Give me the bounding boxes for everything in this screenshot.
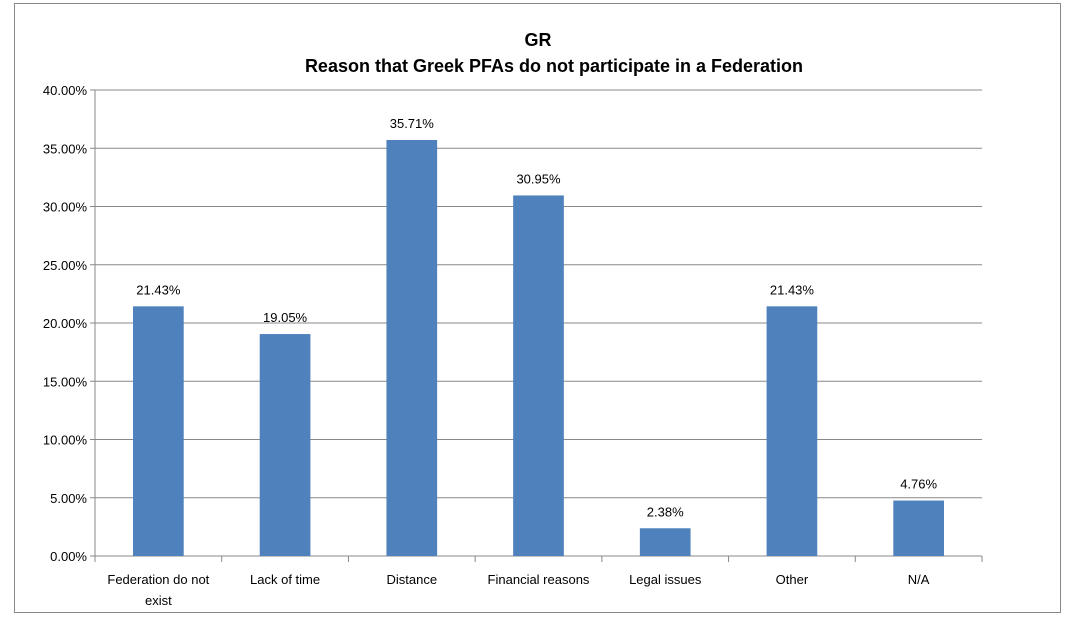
x-tick-label: N/A bbox=[908, 572, 930, 587]
data-label: 21.43% bbox=[770, 282, 815, 297]
x-tick-label: Legal issues bbox=[629, 572, 702, 587]
chart-title: GR bbox=[525, 30, 552, 50]
y-tick-label: 20.00% bbox=[43, 316, 88, 331]
y-tick-label: 15.00% bbox=[43, 374, 88, 389]
data-label: 21.43% bbox=[136, 282, 181, 297]
data-label: 2.38% bbox=[647, 504, 684, 519]
x-tick-label: Distance bbox=[386, 572, 437, 587]
y-tick-label: 25.00% bbox=[43, 258, 88, 273]
data-label: 30.95% bbox=[516, 171, 561, 186]
data-label: 35.71% bbox=[390, 116, 435, 131]
data-label: 19.05% bbox=[263, 310, 308, 325]
y-tick-label: 30.00% bbox=[43, 200, 88, 215]
x-tick-label: Federation do not exist bbox=[107, 572, 209, 608]
bar bbox=[386, 139, 438, 556]
bar bbox=[133, 306, 184, 556]
bar bbox=[513, 195, 564, 556]
chart-title: Reason that Greek PFAs do not participat… bbox=[305, 56, 803, 76]
bar bbox=[893, 500, 944, 556]
bar bbox=[259, 334, 311, 556]
y-tick-label: 40.00% bbox=[43, 83, 88, 98]
bar bbox=[639, 528, 691, 556]
bar bbox=[766, 306, 818, 556]
y-tick-label: 10.00% bbox=[43, 433, 88, 448]
data-label: 4.76% bbox=[900, 477, 937, 492]
y-tick-label: 35.00% bbox=[43, 141, 88, 156]
x-tick-label: Lack of time bbox=[250, 572, 320, 587]
y-tick-label: 0.00% bbox=[50, 549, 87, 564]
y-tick-label: 5.00% bbox=[50, 491, 87, 506]
x-tick-label: Other bbox=[776, 572, 809, 587]
x-tick-label: Financial reasons bbox=[488, 572, 590, 587]
